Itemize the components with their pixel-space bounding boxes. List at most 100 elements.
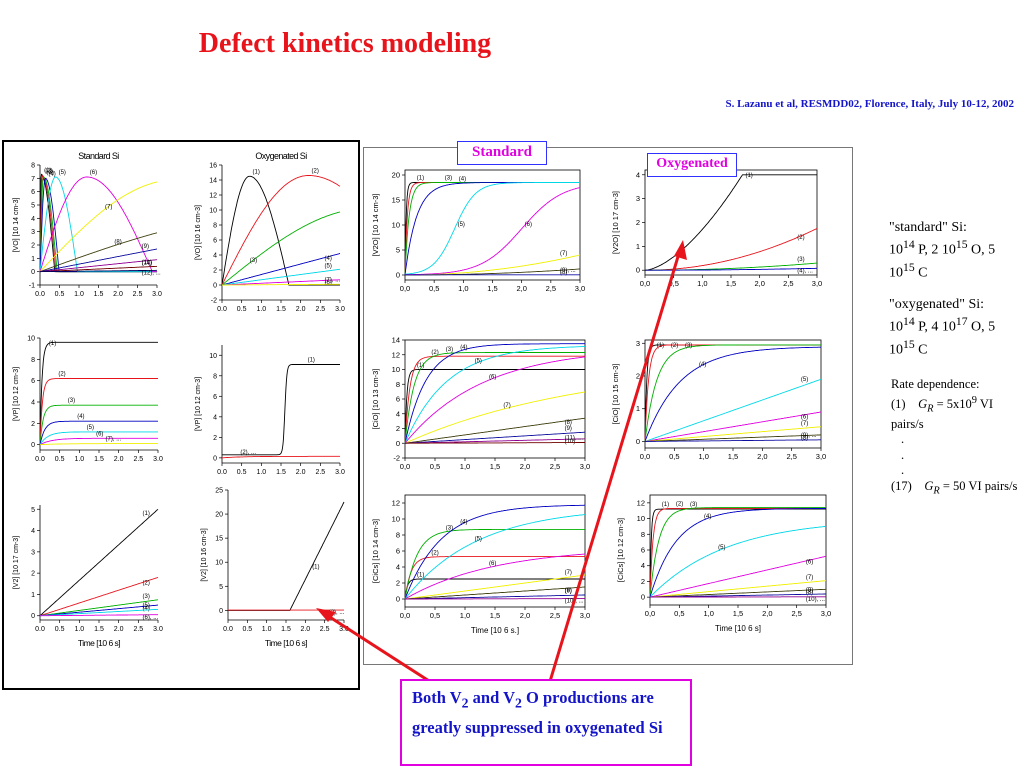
x-tick-label: 3,0 [816,452,826,461]
x-tick-label: 1.0 [74,291,84,298]
series-line [39,437,158,446]
x-tick-label: 1,0 [698,452,708,461]
x-tick-label: 3,0 [575,284,585,293]
x-tick-label: 1.5 [94,456,104,463]
left-chart-panel [2,140,360,690]
y-tick-label: 6 [213,394,217,401]
plot-area [404,169,581,281]
y-tick-label: 2 [213,268,217,275]
series-line [39,259,157,273]
series-line [39,248,158,273]
series-line [649,525,827,598]
y-tick-label: 10 [392,221,400,230]
x-tick-label: 1.0 [74,456,84,463]
series-label: (2) [797,235,804,241]
series-label: (3) [250,258,257,264]
x-tick-label: 0,0 [640,452,650,461]
series-label: (3) [68,398,75,404]
chart-l-vo-oxy: 0.0 0.5 1.0 1.5 2.0 2.5 3.0 -2 0 2 4 6 8 10 12 14 16 Oxyg… [195,151,345,313]
x-tick-label: 0.5 [55,456,65,463]
x-tick-label: 0.5 [242,626,252,633]
x-tick-label: 2.0 [114,626,124,633]
y-tick-label: 20 [215,512,223,519]
citation: S. Lazanu et al, RESMDD02, Florence, Ita… [725,98,1014,110]
annotation-arrows [316,240,687,690]
y-tick-label: 1 [636,404,640,413]
series-label: (8) [801,435,808,441]
y-tick-label: 10 [27,336,35,343]
series-line [405,586,585,600]
x-tick-label: 2,5 [550,462,560,471]
series-label: (1) [312,565,319,571]
y-tick-label: 4 [396,409,400,418]
series-label: (8) [114,240,121,246]
y-tick-label: 2 [31,243,35,250]
x-tick-label: 2.5 [133,626,143,633]
x-tick-label: 0,0 [400,462,410,471]
series-label: (2) [143,580,150,586]
series-label: (6) [489,561,496,567]
series-line [404,182,580,276]
y-axis-label: [VP] [10 12 cm-3] [13,367,20,421]
x-tick-label: 1,5 [726,279,736,288]
x-tick-label: 3.0 [335,469,345,476]
series-label: (5) [143,603,150,609]
series-line [404,182,580,276]
series-label: (4) [48,171,55,177]
y-axis-label: [V2] [10 16 cm-3] [201,528,208,581]
y-tick-label: 15 [392,196,400,205]
x-tick-label: 2.5 [133,456,143,463]
y-tick-label: 4 [213,414,217,421]
series-line [404,431,585,444]
series-label: (7) [806,575,813,581]
series-label: (5) [325,264,332,270]
series-label: (6) [489,374,496,380]
series-label: (2) [312,169,319,175]
series-line [39,177,157,273]
x-tick-label: 1,0 [458,284,468,293]
series-line [222,279,340,286]
series-line [649,507,826,598]
series-line [404,391,586,444]
x-tick-label: 0,0 [645,609,655,618]
y-tick-label: 1 [31,256,35,263]
series-label: (9) [142,244,149,250]
x-tick-label: 1.0 [256,469,266,476]
x-tick-label: 1,5 [487,284,497,293]
oxygenated-description: "oxygenated" Si: 1014 P, 4 1017 O, 5 1015… [889,297,996,358]
series-label: (3) [797,257,804,263]
y-tick-label: 4 [636,170,640,179]
y-tick-label: 2 [396,424,400,433]
x-tick-label: 2.0 [296,306,306,313]
series-line [228,501,345,611]
y-tick-label: 12 [392,350,400,359]
x-tick-label: 2.5 [133,291,143,298]
y-axis-label: [VO] [10 14 cm-3] [13,198,20,253]
x-tick-label: 1,5 [490,611,500,620]
series-label: (9) [565,588,572,594]
x-tick-label: 1,0 [703,609,713,618]
x-tick-label: 0,0 [400,611,410,620]
series-label: (3) [143,594,150,600]
x-tick-label: 2.0 [296,469,306,476]
series-label: (1) [44,168,51,174]
series-label: (2), ... [240,450,256,456]
series-line [405,594,585,600]
chart-l-v2-std: 0.0 0.5 1.0 1.5 2.0 2.5 3.0 0 1 2 3 4 5 [V2] [10 17 c… [13,505,163,648]
x-axis-label: Time [10 6 s] [265,638,307,648]
y-tick-label: 5 [396,246,400,255]
rate-dot: . [901,432,905,447]
series-label: (6) [90,170,97,176]
series-line [39,443,158,446]
series-label: (5) [59,170,66,176]
x-tick-label: 0,0 [640,279,650,288]
y-tick-label: 2 [636,372,640,381]
plot-area [222,345,340,463]
series-line [649,508,826,598]
y-tick-label: 2 [636,218,640,227]
y-axis-label: [V2O] [10 14 cm-3] [371,194,380,257]
x-tick-label: 2.5 [315,469,325,476]
series-label: (3) [690,502,697,508]
series-line [644,439,821,442]
series-label: (4), ... [797,269,813,275]
